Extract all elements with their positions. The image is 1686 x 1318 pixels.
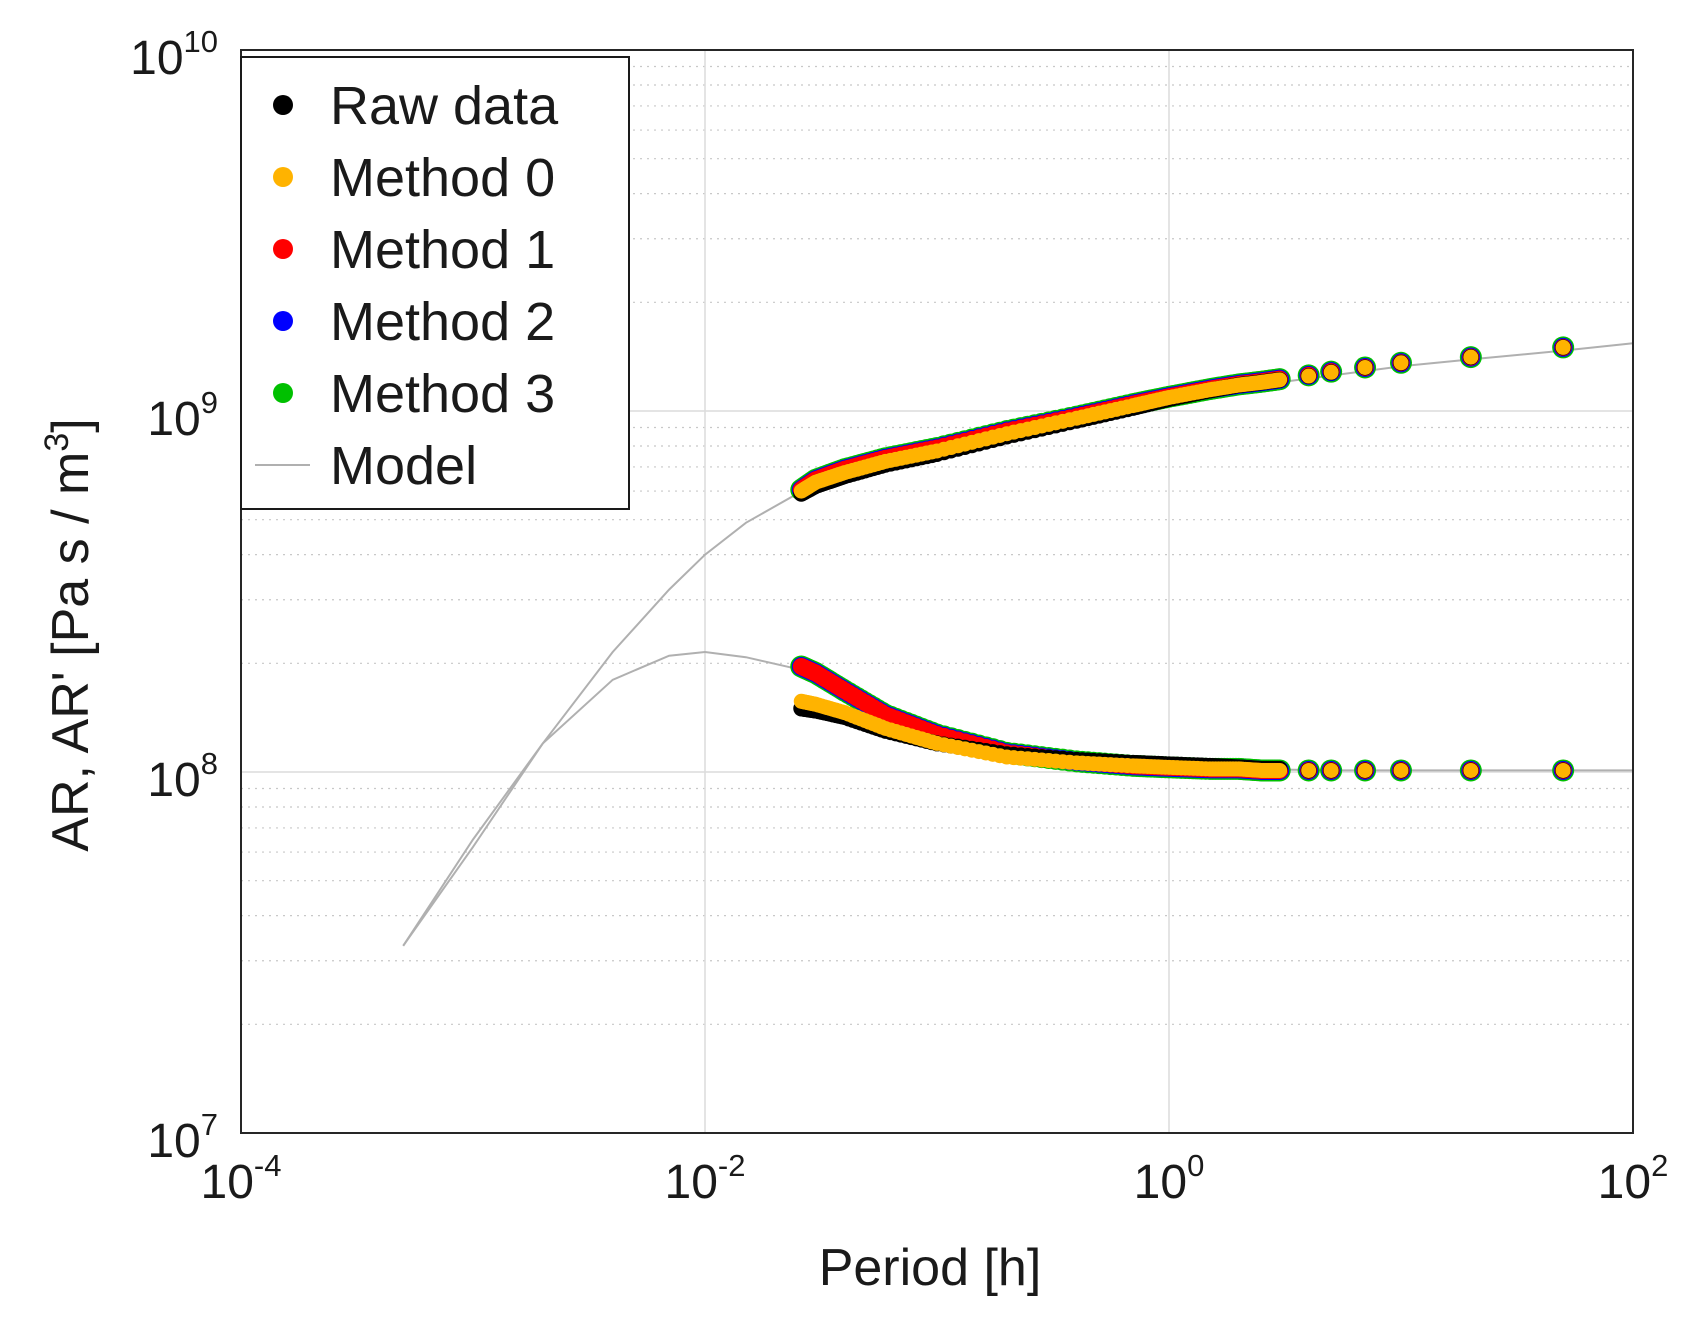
y-tick-base: 10 <box>147 754 200 807</box>
y-tick-exponent: 10 <box>184 24 218 59</box>
x-axis-title: Period [h] <box>819 1239 1042 1297</box>
legend-box <box>240 56 630 510</box>
legend-marker-swatch <box>273 239 293 259</box>
method-0-point <box>1272 372 1288 388</box>
x-tick-exponent: 2 <box>1651 1148 1668 1183</box>
x-tick-base: 10 <box>1598 1156 1651 1209</box>
legend-label: Method 2 <box>330 292 555 352</box>
y-axis-title: AR, AR' [Pa s / m3] <box>38 418 100 851</box>
y-axis-title-close: ] <box>42 418 100 432</box>
y-tick-label: 109 <box>147 385 218 446</box>
legend: Raw data Method 0 Method 1 Method 2 Method 3… <box>240 56 630 510</box>
x-tick-label: 100 <box>1134 1148 1205 1209</box>
data-markers <box>790 336 1575 782</box>
x-tick-labels: 10-4 10-2 100 102 <box>201 1148 1669 1209</box>
method-0-point <box>1272 762 1288 778</box>
y-tick-exponent: 9 <box>201 385 218 420</box>
method-0-point <box>1463 762 1479 778</box>
plot-border <box>240 49 1634 1134</box>
x-tick-base: 10 <box>1134 1156 1187 1209</box>
y-tick-label: 107 <box>147 1107 218 1168</box>
y-tick-base: 10 <box>147 1115 200 1168</box>
x-tick-label: 10-2 <box>665 1148 746 1209</box>
y-tick-base: 10 <box>130 32 183 85</box>
method-0-point <box>1393 355 1409 371</box>
method-0-point <box>1357 762 1373 778</box>
x-tick-base: 10 <box>201 1156 254 1209</box>
method-0-point <box>1555 339 1571 355</box>
method-0-point <box>1555 762 1571 778</box>
legend-label: Method 3 <box>330 364 555 424</box>
method-0-point <box>1357 359 1373 375</box>
x-tick-label: 10-4 <box>201 1148 282 1209</box>
y-tick-label: 108 <box>147 746 218 807</box>
legend-marker-swatch <box>273 167 293 187</box>
x-tick-exponent: -2 <box>718 1148 746 1183</box>
legend-marker-swatch <box>273 95 293 115</box>
y-axis-title-sup: 3 <box>38 433 76 452</box>
y-tick-label: 1010 <box>130 24 218 85</box>
y-tick-base: 10 <box>147 393 200 446</box>
y-tick-exponent: 7 <box>201 1107 218 1142</box>
method-0-point <box>1323 762 1339 778</box>
y-axis-title-main: AR, AR' [Pa s / m <box>42 452 100 852</box>
legend-label: Model <box>330 436 477 496</box>
method-0-point <box>1393 762 1409 778</box>
x-tick-base: 10 <box>665 1156 718 1209</box>
y-tick-exponent: 8 <box>201 746 218 781</box>
method-0-point <box>1301 762 1317 778</box>
x-tick-exponent: 0 <box>1187 1148 1204 1183</box>
legend-label: Raw data <box>330 76 559 136</box>
axes-frame <box>240 49 1634 1134</box>
method-0-point <box>1463 349 1479 365</box>
x-tick-label: 102 <box>1598 1148 1669 1209</box>
legend-label: Method 0 <box>330 148 555 208</box>
legend-marker-swatch <box>273 311 293 331</box>
legend-label: Method 1 <box>330 220 555 280</box>
method-0-point <box>1323 364 1339 380</box>
method-0-point <box>1301 368 1317 384</box>
x-tick-exponent: -4 <box>254 1148 282 1183</box>
legend-marker-swatch <box>273 383 293 403</box>
